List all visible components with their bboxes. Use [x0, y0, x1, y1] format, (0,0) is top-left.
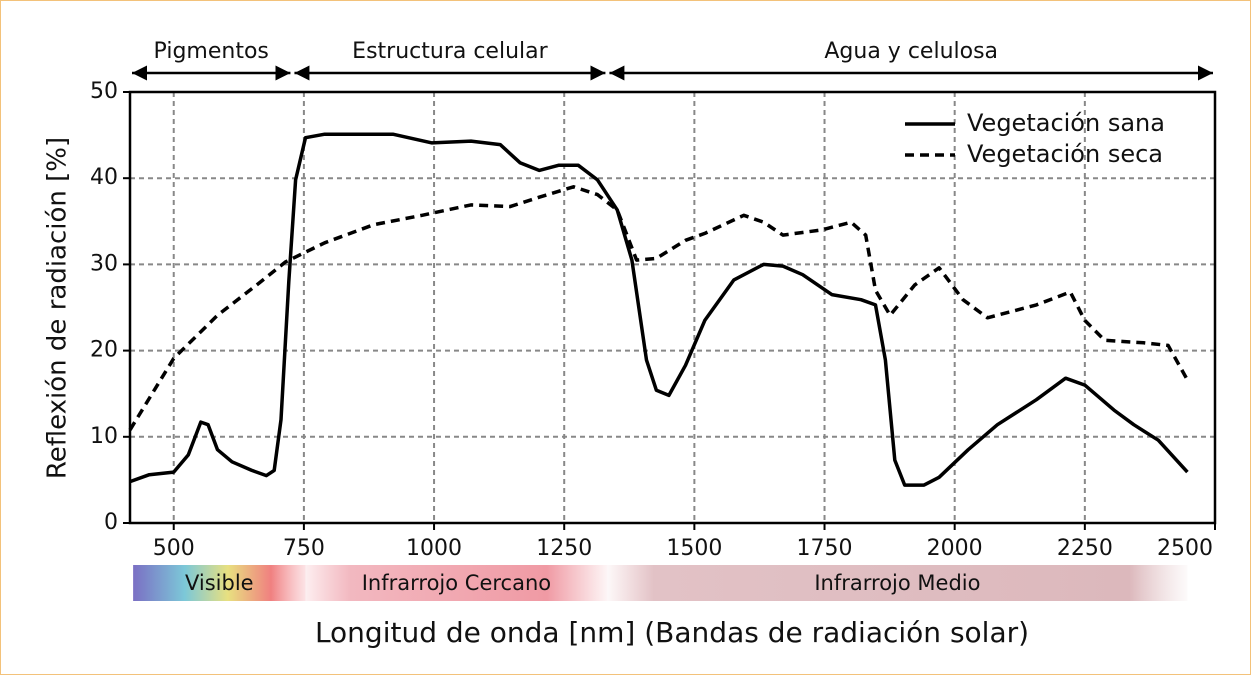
- band-label: Infrarrojo Medio: [814, 571, 980, 595]
- band: [305, 565, 608, 601]
- region-label: Pigmentos: [154, 39, 269, 64]
- y-tick-label: 30: [90, 251, 118, 276]
- y-tick-label: 20: [90, 338, 118, 363]
- x-tick-label: 500: [153, 536, 195, 561]
- x-tick-label: 2000: [927, 536, 983, 561]
- y-tick-label: 50: [90, 79, 118, 104]
- region-label: Estructura celular: [352, 39, 548, 64]
- data-line: [128, 185, 1189, 431]
- band: [607, 565, 1188, 601]
- y-tick-label: 40: [90, 165, 118, 190]
- band-label: Visible: [185, 571, 254, 595]
- x-tick-label: 1000: [406, 536, 462, 561]
- legend-label: Vegetación sana: [967, 109, 1165, 137]
- x-tick-label: 750: [283, 536, 325, 561]
- band-label: Infrarrojo Cercano: [362, 571, 551, 595]
- plot-area: [130, 92, 1215, 523]
- band: [133, 565, 306, 601]
- x-axis-label: Longitud de onda [nm] (Bandas de radiaci…: [315, 616, 1029, 649]
- y-axis-label: Reflexión de radiación [%]: [43, 137, 73, 479]
- x-tick-label: 1750: [797, 536, 853, 561]
- data-line: [129, 132, 1189, 487]
- legend-label: Vegetación seca: [967, 140, 1163, 168]
- plot-frame: [128, 90, 1217, 525]
- x-tick-label: 1250: [536, 536, 592, 561]
- y-tick-label: 10: [90, 424, 118, 449]
- x-tick-label: 2250: [1057, 536, 1113, 561]
- x-tick-label: 1500: [666, 536, 722, 561]
- region-label: Agua y celulosa: [824, 39, 998, 64]
- x-tick-label: 2500: [1157, 536, 1213, 561]
- y-tick-label: 0: [104, 510, 118, 535]
